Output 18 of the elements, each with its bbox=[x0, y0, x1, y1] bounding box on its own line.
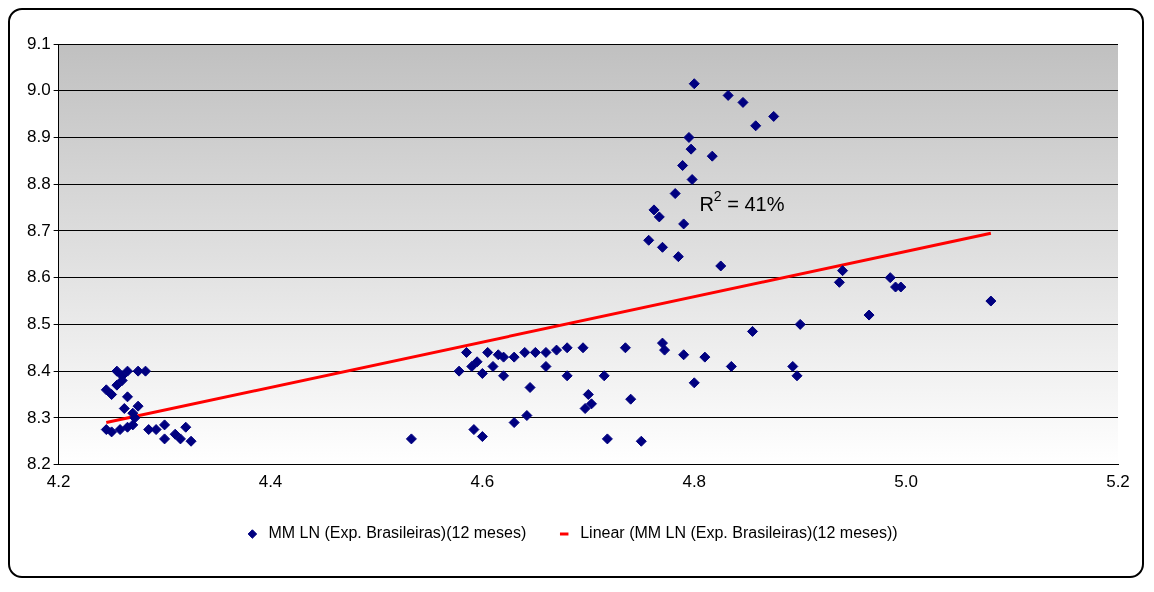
x-tick-label: 4.2 bbox=[46, 472, 71, 492]
y-tick-label: 8.3 bbox=[26, 407, 51, 427]
y-tick-label: 8.7 bbox=[26, 220, 51, 240]
y-tick-label: 8.4 bbox=[26, 360, 51, 380]
x-tick-label: 5.2 bbox=[1106, 472, 1130, 492]
y-tick-label: 8.6 bbox=[26, 267, 51, 287]
legend-label: Linear (MM LN (Exp. Brasileiras)(12 meses)) bbox=[580, 524, 898, 542]
y-tick-label: 8.8 bbox=[26, 173, 51, 193]
legend-label: MM LN (Exp. Brasileiras)(12 meses) bbox=[268, 524, 527, 542]
x-tick-label: 5.0 bbox=[894, 472, 918, 492]
x-tick-label: 4.8 bbox=[682, 472, 707, 492]
x-tick-label: 4.4 bbox=[258, 472, 283, 492]
y-tick-label: 8.5 bbox=[26, 314, 51, 334]
y-tick-label: 8.9 bbox=[26, 127, 51, 147]
y-tick-label: 8.2 bbox=[26, 454, 51, 474]
x-tick-label: 4.6 bbox=[470, 472, 495, 492]
y-tick-label: 9.0 bbox=[26, 80, 51, 100]
y-tick-label: 9.1 bbox=[26, 33, 51, 53]
